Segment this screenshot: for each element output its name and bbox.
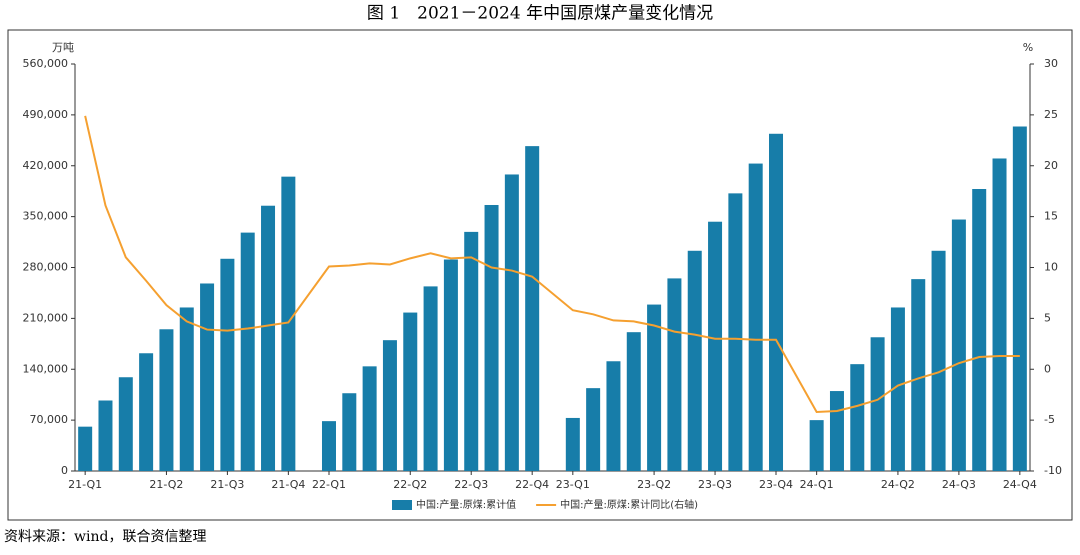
y-tick-label: 420,000 (23, 159, 69, 172)
y-tick-label: 210,000 (23, 311, 69, 324)
bar (565, 417, 580, 471)
bar (850, 364, 865, 471)
bar (240, 232, 255, 471)
bar (464, 231, 479, 471)
bar (321, 421, 336, 471)
y2-tick-label: 5 (1044, 311, 1051, 324)
y-tick-label: 350,000 (23, 210, 69, 223)
bar (484, 204, 499, 471)
y2-tick-label: 30 (1044, 57, 1058, 70)
bar (647, 304, 662, 471)
bar (281, 176, 296, 471)
y2-tick-label: 25 (1044, 108, 1058, 121)
y2-unit: % (1023, 41, 1033, 54)
bar (220, 258, 235, 471)
x-tick-label: 24-Q4 (1003, 478, 1037, 491)
x-tick-label: 23-Q2 (637, 478, 671, 491)
bar (1012, 126, 1027, 471)
x-tick-label: 22-Q4 (515, 478, 549, 491)
bar (525, 146, 540, 472)
bar (139, 353, 154, 471)
bar (504, 174, 519, 471)
bar (78, 426, 93, 471)
x-tick-label: 22-Q2 (393, 478, 427, 491)
x-tick-label: 24-Q1 (800, 478, 834, 491)
bar (200, 283, 215, 471)
bar (423, 286, 438, 471)
y2-tick-label: -5 (1044, 413, 1055, 426)
bar (972, 189, 987, 471)
x-tick-label: 22-Q1 (312, 478, 346, 491)
x-tick-label: 21-Q3 (210, 478, 244, 491)
x-tick-label: 22-Q3 (454, 478, 488, 491)
bar (829, 391, 844, 471)
bar (748, 163, 763, 471)
bar (261, 205, 276, 472)
x-tick-label: 21-Q2 (149, 478, 183, 491)
bar (443, 259, 458, 471)
y2-tick-label: -10 (1044, 464, 1062, 477)
y2-tick-label: 10 (1044, 261, 1058, 274)
y2-tick-label: 20 (1044, 159, 1058, 172)
y-tick-label: 0 (61, 464, 68, 477)
y-unit: 万吨 (52, 41, 74, 54)
bar (179, 307, 194, 471)
y-tick-label: 140,000 (23, 362, 69, 375)
bar (118, 377, 133, 471)
y-tick-label: 490,000 (23, 108, 69, 121)
bar (159, 329, 174, 471)
x-tick-label: 21-Q4 (271, 478, 305, 491)
bar (667, 278, 682, 471)
x-tick-label: 24-Q3 (942, 478, 976, 491)
bar (992, 158, 1007, 471)
bar (870, 337, 885, 471)
frame (7, 29, 1073, 521)
x-tick-label: 23-Q3 (698, 478, 732, 491)
bar (931, 250, 946, 471)
legend-label: 中国:产量:原煤:累计同比(右轴) (560, 498, 698, 511)
bar (586, 388, 601, 471)
bar (769, 133, 784, 471)
bar (403, 312, 418, 471)
y2-tick-label: 15 (1044, 210, 1058, 223)
bar (951, 219, 966, 471)
x-tick-label: 24-Q2 (881, 478, 915, 491)
y2-tick-label: 0 (1044, 362, 1051, 375)
legend-label: 中国:产量:原煤:累计值 (416, 498, 516, 511)
line (84, 115, 1020, 414)
source: 资料来源：wind，联合资信整理 (4, 529, 206, 545)
x-tick-label: 21-Q1 (68, 478, 102, 491)
bar (708, 221, 723, 471)
bar (809, 420, 824, 471)
bar (342, 393, 357, 471)
legend-swatch (392, 500, 412, 510)
bar (890, 307, 905, 471)
bar (687, 250, 702, 471)
bar (911, 279, 926, 471)
y-tick-label: 560,000 (23, 57, 69, 70)
bar (98, 400, 113, 471)
bar (606, 361, 621, 471)
bar (362, 366, 377, 471)
y-tick-label: 70,000 (30, 413, 69, 426)
x-tick-label: 23-Q4 (759, 478, 793, 491)
y-tick-label: 280,000 (23, 261, 69, 274)
bar (382, 340, 397, 471)
bar (728, 193, 743, 471)
x-tick-label: 23-Q1 (556, 478, 590, 491)
chart-title: 图 1 2021－2024 年中国原煤产量变化情况 (367, 4, 713, 24)
bar (626, 332, 641, 471)
